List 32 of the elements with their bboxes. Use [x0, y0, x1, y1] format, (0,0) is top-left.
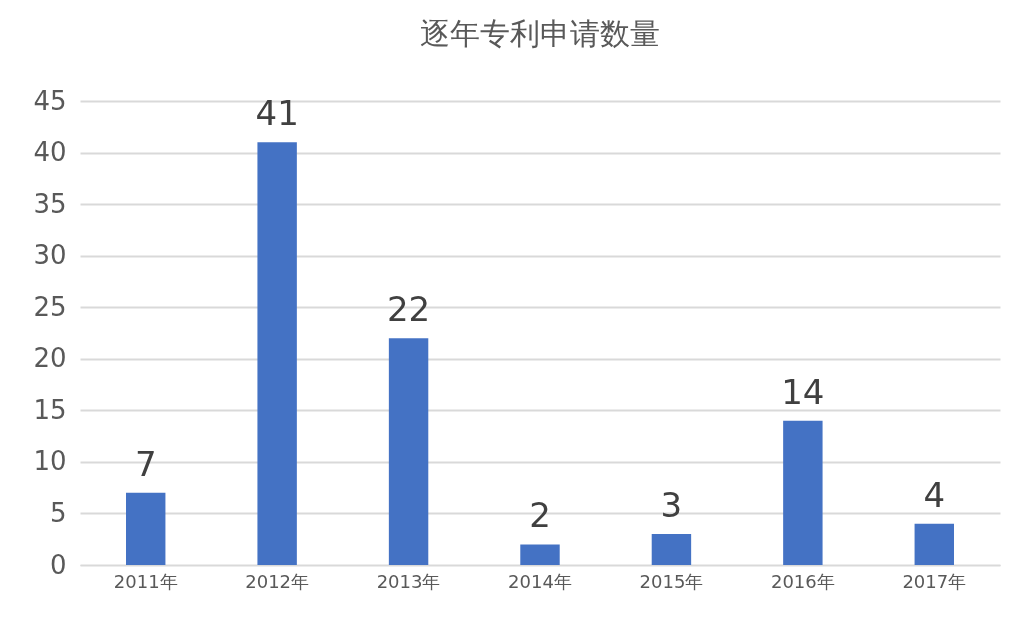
data-label: 14 [781, 371, 825, 412]
bar [520, 544, 560, 565]
data-label: 41 [255, 93, 299, 134]
y-tick-label: 15 [33, 394, 67, 425]
bar [257, 142, 297, 565]
data-label: 22 [386, 289, 431, 330]
data-label: 3 [660, 485, 683, 526]
data-label: 4 [923, 474, 946, 515]
y-tick-label: 30 [33, 240, 67, 271]
x-tick-label: 2014年 [508, 570, 572, 592]
x-tick-label: 2015年 [639, 570, 704, 592]
x-tick-label: 2017年 [902, 570, 967, 592]
bar [388, 338, 429, 565]
y-tick-label: 45 [33, 85, 67, 116]
y-tick-label: 0 [49, 549, 67, 580]
x-tick-label: 2013年 [376, 570, 441, 592]
bar [783, 420, 823, 565]
data-label: 7 [134, 443, 157, 484]
bar [914, 523, 954, 565]
bar [651, 534, 692, 565]
y-tick-label: 40 [33, 137, 67, 168]
x-tick-label: 2016年 [770, 570, 835, 592]
y-tick-label: 25 [33, 291, 67, 322]
chart-title: 逐年专利申请数量 [420, 16, 660, 51]
y-tick-label: 5 [49, 497, 67, 528]
bar [126, 492, 166, 565]
x-tick-label: 2012年 [245, 570, 310, 592]
y-tick-label: 35 [33, 188, 67, 219]
y-tick-label: 20 [33, 343, 67, 374]
data-label: 2 [529, 495, 551, 536]
x-tick-label: 2011年 [113, 570, 178, 592]
y-tick-label: 10 [33, 446, 67, 477]
